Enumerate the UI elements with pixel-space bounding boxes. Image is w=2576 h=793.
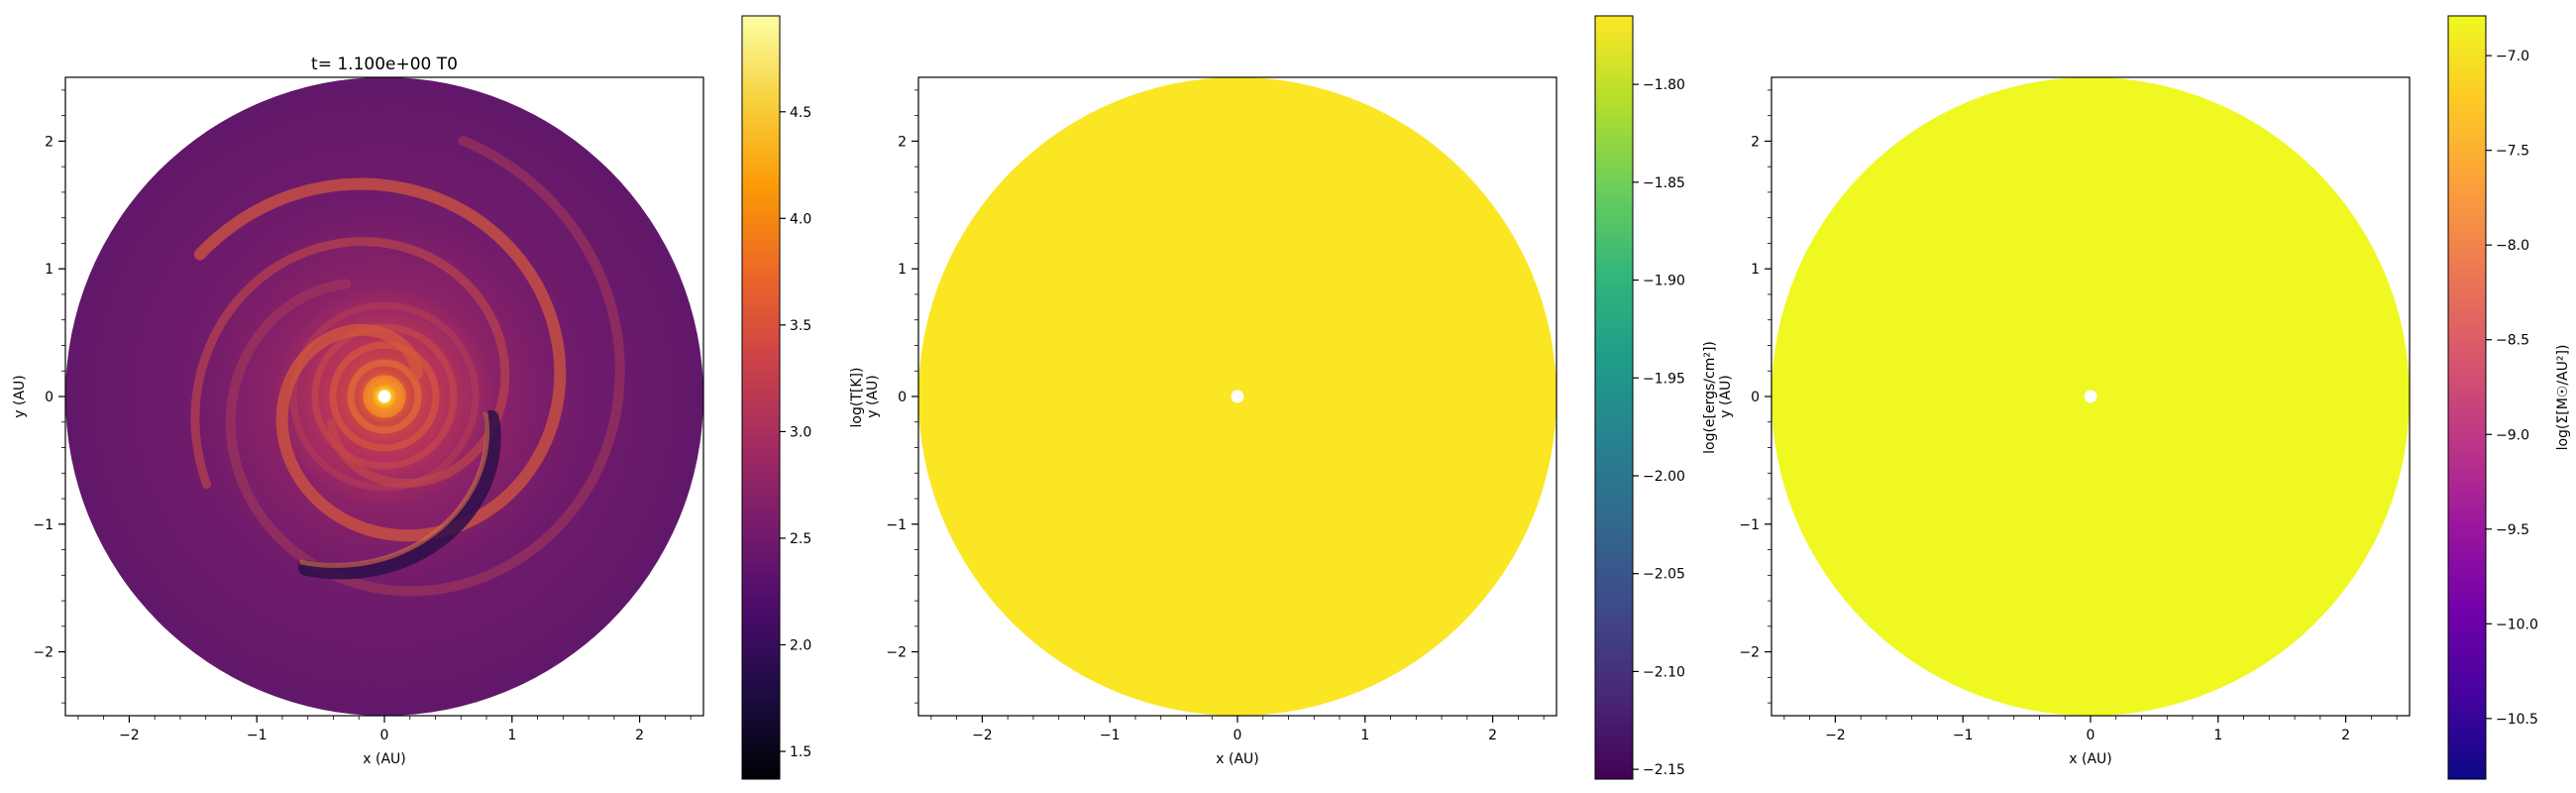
y-tick-label: 1 [898, 262, 907, 278]
y-axis-label: y (AU) [12, 375, 28, 417]
colorbar: −2.15 −2.10 −2.05 −2.00 −1.95 −1.90 −1.85 −1.80… [1594, 15, 1718, 780]
colorbar-tick-label: 2.0 [790, 637, 811, 653]
colorbar-tick-label: 1.5 [790, 744, 811, 760]
y-axis: −2 −1 0 1 2 y (AU) [865, 89, 918, 704]
x-tick-label: 0 [2087, 728, 2095, 743]
y-tick-label: 0 [898, 390, 907, 405]
x-tick-label: 0 [1234, 728, 1242, 743]
colorbar-tick-label: −1.85 [1643, 175, 1685, 191]
colorbar-tick-label: −2.10 [1643, 664, 1685, 680]
y-tick-label: −1 [33, 517, 54, 533]
y-axis: −2 −1 0 1 2 y (AU) [1718, 89, 1771, 704]
colorbar-tick-label: 2.5 [790, 531, 811, 547]
x-tick-label: 1 [1360, 728, 1369, 743]
colorbar-tick-label: −10.0 [2496, 617, 2538, 632]
colorbar-tick-label: −8.0 [2496, 238, 2529, 254]
plot-area [918, 77, 1556, 716]
x-axis-label: x (AU) [2069, 751, 2111, 767]
colorbar-tick-label: −9.5 [2496, 522, 2529, 538]
x-axis-label: x (AU) [1216, 751, 1258, 767]
colorbar-gradient [1594, 15, 1634, 780]
colorbar-tick-label: −10.5 [2496, 712, 2538, 728]
colorbar-gradient [2447, 15, 2487, 780]
colorbar-tick-label: −9.0 [2496, 427, 2529, 443]
x-tick-label: −2 [119, 728, 140, 743]
x-tick-label: −1 [1953, 728, 1974, 743]
x-axis-label: x (AU) [363, 751, 405, 767]
y-axis-label: y (AU) [1718, 375, 1734, 417]
inner-hole [377, 390, 391, 403]
chart-title: t= 1.100e+00 T0 [311, 55, 458, 74]
spiral-arm [193, 177, 567, 542]
x-tick-label: 2 [635, 728, 644, 743]
colorbar-label: log(T[K]) [849, 368, 865, 428]
colorbar-tick-label: 3.0 [790, 424, 811, 440]
y-tick-label: −1 [1739, 517, 1760, 533]
colorbar-tick-label: 4.0 [790, 211, 811, 227]
ring [311, 323, 458, 470]
x-tick-label: −1 [1100, 728, 1121, 743]
x-axis: −2 −1 0 1 2 x (AU) [1783, 716, 2398, 767]
colorbar-tick-label: −2.00 [1643, 469, 1685, 485]
y-axis: −2 −1 0 1 2 y (AU) [12, 89, 65, 704]
colorbar-tick-label: 3.5 [790, 318, 811, 334]
panel-2: −2 −1 0 1 2 x (AU) −2 −1 0 1 2 y (AU) −2.15 −2.10 −2.0… [865, 15, 1718, 780]
y-tick-label: 2 [1751, 134, 1760, 150]
panel-3: −2 −1 0 1 2 x (AU) −2 −1 0 1 2 y (AU) −10.5 −10.0 −9.5… [1718, 15, 2571, 780]
y-tick-label: 1 [45, 262, 54, 278]
dark-arm [297, 409, 501, 580]
y-tick-label: −2 [1739, 645, 1760, 661]
colorbar-tick-label: −1.95 [1643, 371, 1685, 387]
y-axis-label: y (AU) [865, 375, 881, 417]
x-tick-label: 0 [380, 728, 389, 743]
colorbar-tick-label: −7.0 [2496, 49, 2529, 64]
x-axis: −2 −1 0 1 2 x (AU) [930, 716, 1545, 767]
ring [347, 359, 422, 434]
bright-edge [299, 411, 490, 568]
colorbar-tick-label: −1.80 [1643, 77, 1685, 93]
y-tick-label: −2 [33, 645, 54, 661]
x-tick-label: −1 [247, 728, 268, 743]
plot-area [65, 77, 703, 716]
y-tick-label: 1 [1751, 262, 1760, 278]
inner-hole [1231, 390, 1244, 403]
spiral-structure [190, 136, 625, 597]
y-tick-label: 0 [1751, 390, 1760, 405]
y-tick-label: 2 [45, 134, 54, 150]
colorbar-tick-label: −2.15 [1643, 762, 1685, 778]
x-tick-label: 1 [2213, 728, 2222, 743]
colorbar-tick-label: −8.5 [2496, 333, 2529, 349]
spiral-arm [225, 136, 625, 597]
panel-1: −2 −1 0 1 2 x (AU) −2 −1 0 1 2 y (AU) t= 1.100e+00 T… [12, 15, 865, 780]
ring [289, 301, 480, 492]
x-tick-label: 2 [2341, 728, 2350, 743]
colorbar-tick-label: −1.90 [1643, 274, 1685, 289]
colorbar-tick-label: 4.5 [790, 105, 811, 121]
colorbar: 1.5 2.0 2.5 3.0 3.5 4.0 4.5 log(T[K]) [741, 15, 865, 780]
colorbar: −10.5 −10.0 −9.5 −9.0 −8.5 −8.0 −7.5 −7.0 log(Σ[… [2447, 15, 2571, 780]
y-tick-label: −2 [886, 645, 907, 661]
colorbar-label: log(e[ergs/cm²]) [1702, 341, 1718, 454]
colorbar-gradient [741, 15, 781, 780]
colorbar-tick-label: −7.5 [2496, 144, 2529, 160]
inner-hole [2084, 390, 2097, 403]
x-tick-label: 1 [507, 728, 516, 743]
x-tick-label: 2 [1488, 728, 1497, 743]
colorbar-label: log(Σ[M☉/AU²]) [2555, 345, 2571, 451]
y-tick-label: −1 [886, 517, 907, 533]
y-tick-label: 0 [45, 390, 54, 405]
x-axis: −2 −1 0 1 2 x (AU) [77, 716, 692, 767]
colorbar-tick-label: −2.05 [1643, 567, 1685, 583]
plot-area [1771, 77, 2410, 716]
x-tick-label: −2 [972, 728, 993, 743]
x-tick-label: −2 [1825, 728, 1846, 743]
ring [329, 341, 440, 452]
spiral-arm [190, 237, 510, 489]
y-tick-label: 2 [898, 134, 907, 150]
